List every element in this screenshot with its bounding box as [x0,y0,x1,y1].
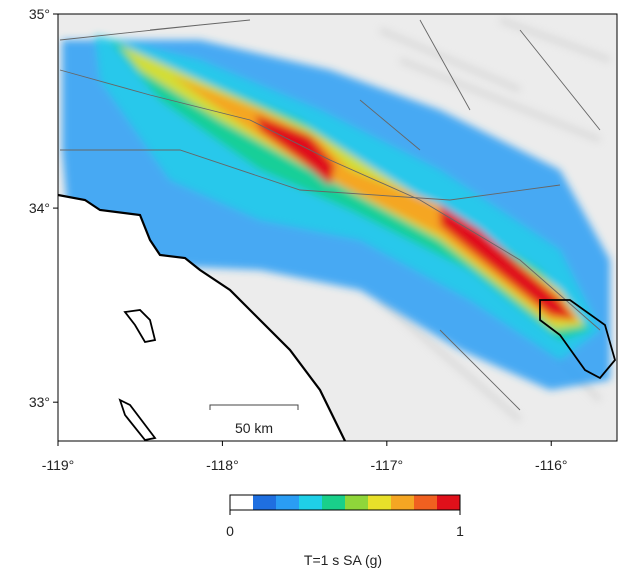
y-tick-label: 35° [29,6,50,22]
y-tick-label: 34° [29,200,50,216]
map-figure: 50 km 01 T=1 s SA (g) -119°-118°-117°-11… [0,0,625,573]
colorbar-swatch [437,495,461,510]
map-area [58,14,617,441]
colorbar-swatch [414,495,438,510]
colorbar-tick-label: 0 [226,523,234,539]
colorbar-swatch [230,495,254,510]
colorbar-swatch [299,495,323,510]
colorbar-swatch [276,495,300,510]
colorbar-swatch [322,495,346,510]
y-tick-label: 33° [29,394,50,410]
colorbar-swatch [368,495,392,510]
colorbar-swatch [391,495,415,510]
x-tick-label: -117° [371,457,404,473]
colorbar-tick-label: 1 [456,523,464,539]
x-tick-label: -119° [42,457,75,473]
colorbar-swatch [345,495,369,510]
x-tick-label: -116° [535,457,568,473]
x-tick-label: -118° [206,457,239,473]
colorbar-swatch [253,495,277,510]
colorbar-label: T=1 s SA (g) [304,552,382,568]
scale-label: 50 km [235,420,273,436]
